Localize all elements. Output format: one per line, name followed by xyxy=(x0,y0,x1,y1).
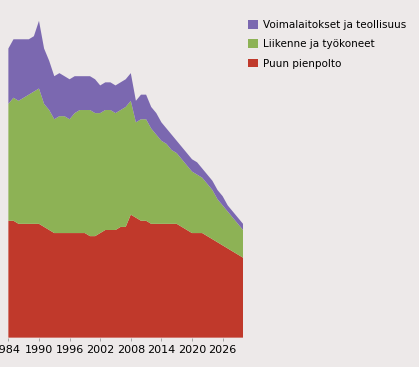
Legend: Voimalaitokset ja teollisuus, Liikenne ja työkoneet, Puun pienpolto: Voimalaitokset ja teollisuus, Liikenne j… xyxy=(248,20,406,69)
